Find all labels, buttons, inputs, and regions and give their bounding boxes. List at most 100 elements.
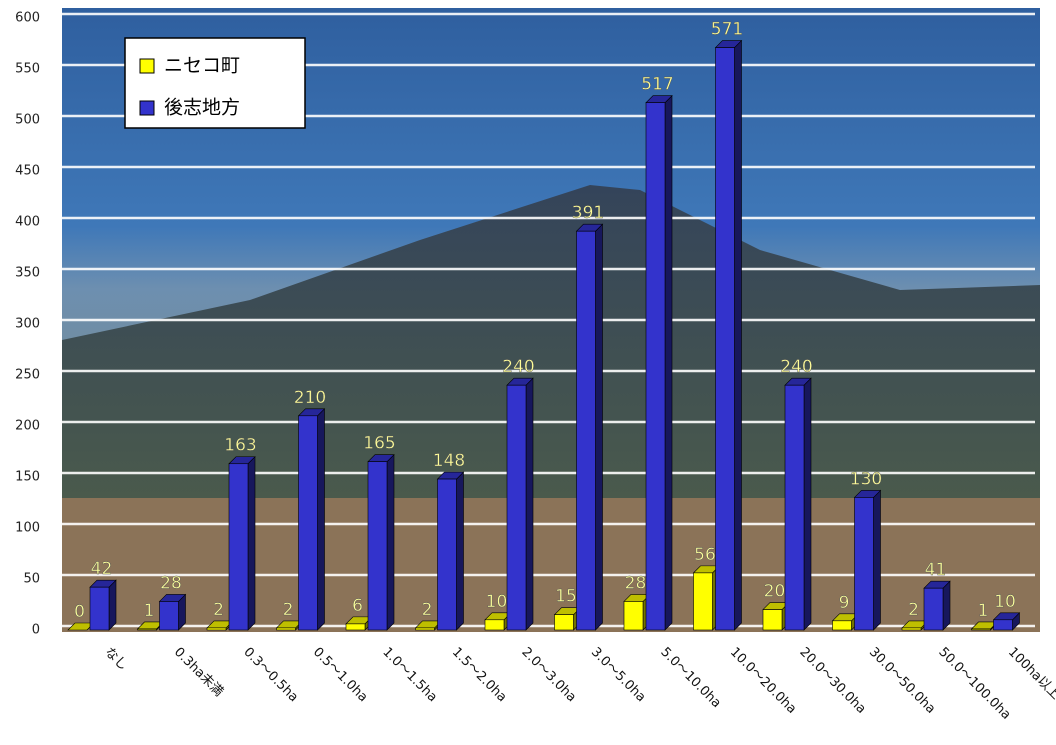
legend-swatch <box>139 100 155 116</box>
x-tick-label: 0.3～0.5ha <box>240 645 301 706</box>
value-label: 240 <box>780 357 812 377</box>
bar <box>554 614 574 631</box>
value-label: 2 <box>283 600 294 620</box>
bar <box>971 628 991 631</box>
value-label: 56 <box>694 545 716 565</box>
y-tick-label: 550 <box>15 62 40 77</box>
field <box>62 498 1040 632</box>
value-label: 240 <box>502 357 534 377</box>
bar <box>715 47 735 631</box>
value-label: 2 <box>908 600 919 620</box>
x-tick-label: 1.0～1.5ha <box>379 645 440 706</box>
value-label: 571 <box>711 20 743 40</box>
bar <box>228 463 249 631</box>
bar <box>415 627 435 631</box>
bar <box>484 619 505 631</box>
bar <box>623 601 644 631</box>
bar-side <box>664 94 673 631</box>
y-tick-label: 450 <box>15 164 40 179</box>
bar-side <box>525 377 534 631</box>
y-tick-label: 250 <box>15 368 40 383</box>
value-label: 9 <box>839 593 850 613</box>
y-tick-label: 200 <box>15 419 40 434</box>
x-tick-label: 20.0～30.0ha <box>796 645 868 717</box>
x-tick-label: なし <box>101 645 130 674</box>
bar <box>298 415 318 631</box>
legend-label: 後志地方 <box>164 97 240 119</box>
bar <box>159 601 179 631</box>
bar <box>832 620 852 631</box>
y-tick-label: 400 <box>15 215 40 230</box>
value-label: 130 <box>850 469 882 489</box>
bar <box>206 627 227 631</box>
bar-side <box>803 377 812 631</box>
value-label: 15 <box>555 587 577 607</box>
x-tick-label: 30.0～50.0ha <box>866 645 938 717</box>
y-tick-label: 0 <box>32 623 40 638</box>
bar <box>784 384 805 631</box>
bar-side <box>595 223 603 631</box>
x-tick-label: 1.5～2.0ha <box>449 645 510 706</box>
value-label: 517 <box>641 75 673 95</box>
bar-side <box>108 579 117 631</box>
x-tick-label: 5.0～10.0ha <box>657 645 723 711</box>
bar <box>89 586 110 631</box>
bar-side <box>456 471 464 631</box>
value-label: 0 <box>74 602 85 622</box>
bar <box>137 628 157 631</box>
y-tick-label: 50 <box>23 572 40 587</box>
value-label: 2 <box>213 600 224 620</box>
bar <box>993 619 1013 631</box>
value-label: 165 <box>363 434 395 454</box>
y-tick-label: 150 <box>15 470 40 485</box>
x-tick-label: 0.3ha未満 <box>171 645 226 700</box>
bar <box>276 627 296 631</box>
value-label: 2 <box>422 600 433 620</box>
x-tick-label: 50.0～100.0ha <box>935 645 1013 723</box>
bar-side <box>734 39 742 631</box>
y-tick-label: 100 <box>15 521 40 536</box>
bar <box>693 572 713 631</box>
y-tick-label: 300 <box>15 317 40 332</box>
value-label: 210 <box>294 388 326 408</box>
x-tick-label: 3.0～5.0ha <box>588 645 649 706</box>
x-tick-label: 100ha以上 <box>1005 645 1056 703</box>
bar <box>367 461 388 631</box>
value-label: 163 <box>224 436 256 456</box>
bar <box>437 478 457 631</box>
bar-side <box>873 489 881 631</box>
y-tick-label: 350 <box>15 266 40 281</box>
bar-side <box>317 408 325 631</box>
value-label: 20 <box>764 582 786 602</box>
x-tick-label: 10.0～20.0ha <box>727 645 799 717</box>
value-label: 10 <box>486 592 508 612</box>
value-label: 28 <box>625 573 647 593</box>
value-label: 391 <box>572 203 604 223</box>
bar <box>576 230 596 631</box>
value-label: 41 <box>925 560 947 580</box>
bar <box>923 587 944 631</box>
bar <box>506 384 527 631</box>
legend-swatch <box>139 58 155 74</box>
bar-side <box>942 580 951 631</box>
bar-side <box>247 456 256 631</box>
value-label: 10 <box>994 592 1016 612</box>
y-tick-label: 500 <box>15 113 40 128</box>
bar <box>854 497 874 631</box>
value-label: 1 <box>144 601 155 621</box>
value-label: 148 <box>433 451 465 471</box>
bar <box>762 609 783 631</box>
y-tick-label: 600 <box>15 11 40 26</box>
x-tick-label: 0.5～1.0ha <box>310 645 371 706</box>
bar-side <box>386 453 395 631</box>
value-label: 6 <box>352 596 363 616</box>
value-label: 42 <box>91 559 113 579</box>
value-label: 1 <box>978 601 989 621</box>
legend-box <box>124 37 306 129</box>
legend-label: ニセコ町 <box>164 55 240 77</box>
bar <box>645 102 666 631</box>
x-tick-label: 2.0～3.0ha <box>518 645 579 706</box>
bar <box>901 627 922 631</box>
